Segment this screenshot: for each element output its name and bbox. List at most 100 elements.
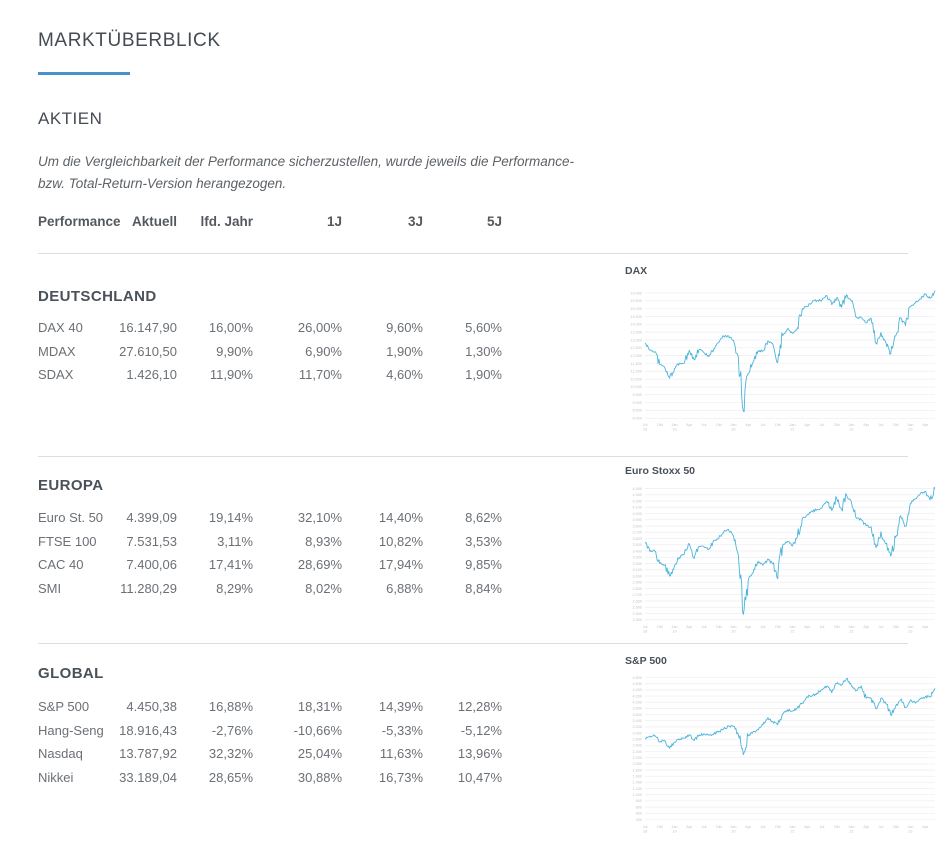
y-axis-tick-label: 2.700 xyxy=(632,593,642,597)
index-value-3j: 14,40% xyxy=(378,510,423,526)
x-axis-tick-label: Apr xyxy=(686,625,693,629)
index-value-aktuell: 18.916,43 xyxy=(119,722,177,738)
sp500-chart-title: S&P 500 xyxy=(625,655,667,667)
x-axis-tick-label: Jul xyxy=(879,423,884,427)
y-axis-tick-label: 4.000 xyxy=(632,512,642,516)
y-axis-tick-label: 8.000 xyxy=(632,417,642,421)
y-axis-tick-label: 4.600 xyxy=(632,682,642,686)
y-axis-tick-label: 4.100 xyxy=(632,506,642,510)
y-axis-tick-label: 3.400 xyxy=(632,719,642,723)
y-axis-tick-label: 3.000 xyxy=(632,574,642,578)
table-row: SMI 11.280,29 8,29% 8,02% 6,88% 8,84% xyxy=(38,577,502,601)
y-axis-tick-label: 11.500 xyxy=(631,362,642,366)
index-value-5j: 5,60% xyxy=(465,320,502,336)
y-axis-tick-label: 8.500 xyxy=(632,409,642,413)
index-value-1j: 8,02% xyxy=(305,580,342,596)
y-axis-tick-label: 13.500 xyxy=(630,330,642,334)
performance-note-line2: bzw. Total-Return-Version herangezogen. xyxy=(38,176,287,191)
section-heading-deutschland: DEUTSCHLAND xyxy=(38,288,157,305)
euro-stoxx-line-chart: 4.400 4.300 4.200 4.100 4.000 3.900 3.800 3.700… xyxy=(632,486,936,633)
col-header-5j: 5J xyxy=(486,214,502,229)
index-value-1j: 11,70% xyxy=(298,367,342,383)
index-value-lfd-jahr: 3,11% xyxy=(217,533,253,549)
price-line xyxy=(644,290,936,413)
y-axis-tick-label: 3.000 xyxy=(632,731,642,735)
y-axis-tick-label: 2.600 xyxy=(632,599,642,603)
sp500-line-chart: 4.800 4.600 4.400 4.200 4.000 3.800 3.600 3.400… xyxy=(632,676,936,833)
x-axis-tick-label: 23 xyxy=(908,427,912,431)
x-axis-tick-label: Jan xyxy=(671,825,677,829)
x-axis-tick-label: 18 xyxy=(643,427,647,431)
y-axis-tick-label: 4.300 xyxy=(632,493,642,497)
index-value-lfd-jahr: 8,29% xyxy=(216,580,253,596)
index-value-3j: 1,90% xyxy=(386,343,423,359)
y-axis-tick-label: 4.400 xyxy=(632,688,642,692)
x-axis-tick-label: Jan xyxy=(848,423,854,427)
x-axis-tick-label: Okt xyxy=(657,423,664,427)
title-accent-underline xyxy=(38,72,130,75)
performance-note-line1: Um die Vergleichbarkeit der Performance … xyxy=(38,154,574,169)
index-name: SDAX xyxy=(38,367,74,383)
y-axis-tick-label: 1.600 xyxy=(632,775,642,779)
section-title-aktien: AKTIEN xyxy=(38,109,103,128)
index-value-5j: 3,53% xyxy=(465,533,502,549)
price-line xyxy=(644,677,936,755)
index-value-1j: 30,88% xyxy=(297,769,342,785)
y-axis-tick-label: 3.600 xyxy=(632,537,642,541)
y-axis-tick-label: 2.800 xyxy=(632,738,642,742)
index-value-lfd-jahr: 32,32% xyxy=(208,746,253,762)
x-axis-tick-label: Jul xyxy=(820,825,825,829)
y-axis-tick-label: 15.000 xyxy=(630,307,642,311)
y-axis-tick-label: 4.200 xyxy=(632,694,642,698)
index-value-1j: 8,93% xyxy=(305,533,342,549)
y-axis-tick-label: 2.600 xyxy=(632,744,642,748)
y-axis-tick-label: 3.700 xyxy=(632,531,642,535)
y-axis-tick-label: 4.400 xyxy=(632,487,642,491)
index-value-1j: 25,04% xyxy=(297,746,342,762)
x-axis-tick-label: 18 xyxy=(643,829,647,833)
y-axis-tick-label: 2.300 xyxy=(632,618,642,622)
dax-chart-title: DAX xyxy=(625,265,648,277)
table-row: S&P 500 4.450,38 16,88% 18,31% 14,39% 12,28% xyxy=(38,695,502,719)
index-value-5j: 8,62% xyxy=(465,510,502,526)
x-axis-tick-label: Jan xyxy=(730,423,736,427)
y-axis-tick-label: 800 xyxy=(636,799,642,803)
section-divider-europa xyxy=(38,456,908,457)
x-axis-tick-label: Okt xyxy=(775,625,782,629)
x-axis-tick-label: Okt xyxy=(893,625,900,629)
y-axis-tick-label: 9.500 xyxy=(632,393,642,397)
header-divider xyxy=(38,253,908,254)
x-axis-tick-label: Jul xyxy=(643,625,648,629)
index-value-aktuell: 13.787,92 xyxy=(119,746,177,762)
y-axis-tick-label: 10.500 xyxy=(630,377,642,381)
y-axis-tick-label: 200 xyxy=(636,818,642,822)
index-name: FTSE 100 xyxy=(38,533,97,549)
table-row: DAX 40 16.147,90 16,00% 26,00% 9,60% 5,60% xyxy=(38,316,502,340)
y-axis-tick-label: 600 xyxy=(636,805,642,809)
x-axis-tick-label: Jan xyxy=(907,825,913,829)
index-value-1j: 28,69% xyxy=(297,557,342,573)
y-axis-tick-label: 12.500 xyxy=(630,346,642,350)
index-name: DAX 40 xyxy=(38,320,83,336)
price-line xyxy=(644,486,936,615)
x-axis-tick-label: Jan xyxy=(907,423,913,427)
index-value-aktuell: 16.147,90 xyxy=(119,320,177,336)
col-header-aktuell: Aktuell xyxy=(131,214,177,229)
y-axis-tick-label: 3.800 xyxy=(632,524,642,528)
x-axis-tick-label: Jan xyxy=(730,825,736,829)
y-axis-tick-label: 13.000 xyxy=(630,338,642,342)
index-value-lfd-jahr: 16,00% xyxy=(208,320,253,336)
euro-stoxx-chart-title: Euro Stoxx 50 xyxy=(625,465,696,477)
x-axis-tick-label: Apr xyxy=(745,825,752,829)
index-value-1j: 32,10% xyxy=(297,510,342,526)
x-axis-tick-label: Apr xyxy=(804,423,811,427)
x-axis-tick-label: 22 xyxy=(849,829,853,833)
x-axis-tick-label: 20 xyxy=(731,629,735,633)
index-value-lfd-jahr: 11,90% xyxy=(209,367,253,383)
page-title: MARKTÜBERBLICK xyxy=(38,30,221,51)
y-axis-tick-label: 3.500 xyxy=(632,543,642,547)
y-axis-tick-label: 14.000 xyxy=(630,323,642,327)
x-axis-tick-label: Jan xyxy=(671,625,677,629)
x-axis-tick-label: 19 xyxy=(672,629,676,633)
